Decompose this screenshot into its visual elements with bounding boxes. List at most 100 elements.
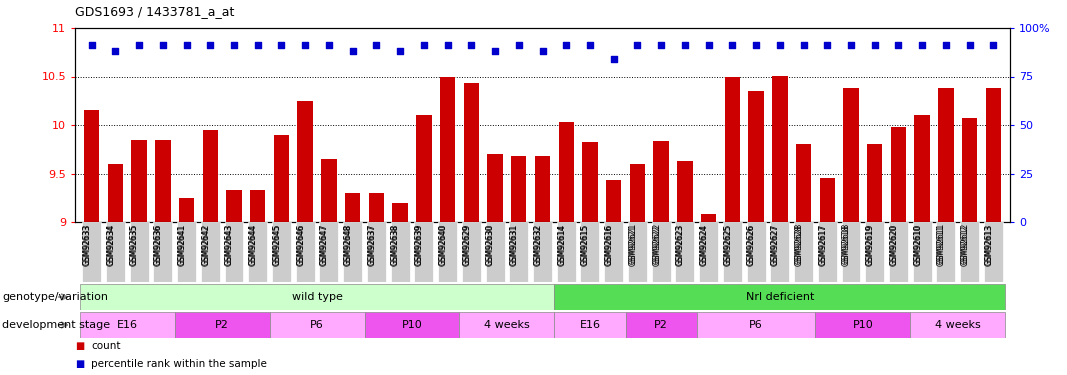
Bar xyxy=(440,76,456,222)
Text: GSM92647: GSM92647 xyxy=(320,223,329,265)
Text: GSM92636: GSM92636 xyxy=(154,223,163,265)
Text: GSM92626: GSM92626 xyxy=(747,225,757,266)
Point xyxy=(795,42,812,48)
Bar xyxy=(912,222,931,282)
Bar xyxy=(747,222,765,282)
Bar xyxy=(891,127,906,222)
Text: GSM92638: GSM92638 xyxy=(392,225,400,266)
Text: GSM92631: GSM92631 xyxy=(510,225,519,266)
Bar xyxy=(962,118,977,222)
Bar xyxy=(274,135,289,222)
Text: GSM92612: GSM92612 xyxy=(960,225,970,266)
Point xyxy=(345,48,362,54)
Text: GSM92614: GSM92614 xyxy=(557,223,567,265)
Point xyxy=(510,42,527,48)
Text: GSM92616: GSM92616 xyxy=(605,225,614,266)
Point xyxy=(723,42,740,48)
Bar xyxy=(439,222,457,282)
Text: GSM92625: GSM92625 xyxy=(723,225,732,266)
Bar xyxy=(652,222,671,282)
Text: GSM92639: GSM92639 xyxy=(415,223,424,265)
Bar xyxy=(367,222,386,282)
Bar xyxy=(583,142,598,222)
Text: GSM92625: GSM92625 xyxy=(723,223,732,265)
Bar xyxy=(628,222,647,282)
Text: GSM92610: GSM92610 xyxy=(913,223,922,265)
Bar xyxy=(155,140,171,222)
Text: GSM92617: GSM92617 xyxy=(818,225,827,266)
Text: GSM92630: GSM92630 xyxy=(487,225,495,267)
Text: GSM92642: GSM92642 xyxy=(202,225,210,266)
Bar xyxy=(321,159,336,222)
Bar xyxy=(391,222,410,282)
Text: GSM92642: GSM92642 xyxy=(202,223,210,265)
Text: GSM92637: GSM92637 xyxy=(367,223,377,265)
Bar xyxy=(319,222,338,282)
Bar xyxy=(226,190,242,222)
Bar xyxy=(463,83,479,222)
Text: GSM92641: GSM92641 xyxy=(177,225,187,266)
Bar xyxy=(815,312,910,338)
Bar xyxy=(509,222,528,282)
Bar xyxy=(369,193,384,222)
Bar xyxy=(701,214,716,222)
Point xyxy=(439,42,456,48)
Point xyxy=(155,42,172,48)
Text: GSM92615: GSM92615 xyxy=(580,223,590,265)
Text: GSM92645: GSM92645 xyxy=(272,223,282,265)
Bar xyxy=(84,111,99,222)
Bar xyxy=(460,312,555,338)
Bar xyxy=(250,190,266,222)
Bar xyxy=(106,222,125,282)
Bar xyxy=(80,312,175,338)
Bar xyxy=(865,222,885,282)
Text: GSM92614: GSM92614 xyxy=(557,225,567,266)
Text: GSM92640: GSM92640 xyxy=(439,223,447,265)
Text: P6: P6 xyxy=(749,320,763,330)
Text: P2: P2 xyxy=(654,320,668,330)
Bar xyxy=(796,144,811,222)
Bar xyxy=(770,222,790,282)
Bar xyxy=(108,164,123,222)
Text: GSM92646: GSM92646 xyxy=(297,223,305,265)
Bar xyxy=(154,222,172,282)
Point xyxy=(582,42,599,48)
Text: GSM92610: GSM92610 xyxy=(913,225,922,266)
Point xyxy=(130,42,147,48)
Bar xyxy=(203,130,218,222)
Text: E16: E16 xyxy=(116,320,138,330)
Point xyxy=(463,42,480,48)
Point xyxy=(297,42,314,48)
Text: GSM92648: GSM92648 xyxy=(344,223,353,265)
Bar xyxy=(606,180,621,222)
Point xyxy=(225,42,242,48)
Bar xyxy=(986,88,1001,222)
Text: genotype/variation: genotype/variation xyxy=(2,292,108,302)
Point xyxy=(558,42,575,48)
Point xyxy=(676,42,694,48)
Point xyxy=(534,48,551,54)
Text: GSM92636: GSM92636 xyxy=(154,225,163,267)
Text: wild type: wild type xyxy=(291,292,343,302)
Text: GSM92634: GSM92634 xyxy=(107,225,115,267)
Point xyxy=(107,48,124,54)
Point xyxy=(368,42,385,48)
Bar xyxy=(625,312,697,338)
Text: P10: P10 xyxy=(401,320,423,330)
Text: GSM92621: GSM92621 xyxy=(628,225,637,266)
Text: GSM92643: GSM92643 xyxy=(225,225,234,267)
Bar xyxy=(889,222,908,282)
Text: percentile rank within the sample: percentile rank within the sample xyxy=(91,359,267,369)
Point xyxy=(985,42,1002,48)
Bar xyxy=(488,154,503,222)
Bar xyxy=(724,76,740,222)
Text: GSM92644: GSM92644 xyxy=(249,223,258,265)
Bar xyxy=(131,140,147,222)
Bar xyxy=(485,222,505,282)
Point xyxy=(700,42,717,48)
Text: Nrl deficient: Nrl deficient xyxy=(746,292,814,302)
Bar xyxy=(960,222,980,282)
Bar xyxy=(201,222,220,282)
Point xyxy=(866,42,883,48)
Text: GSM92629: GSM92629 xyxy=(462,223,472,265)
